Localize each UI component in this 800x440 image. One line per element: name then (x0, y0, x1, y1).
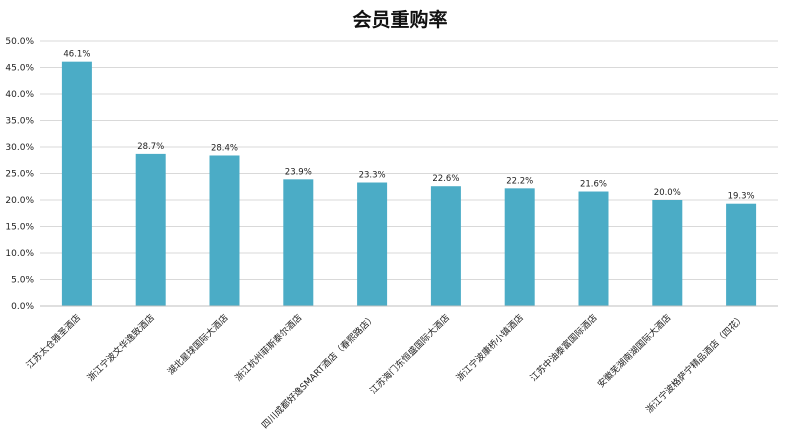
data-label: 21.6% (580, 180, 607, 190)
y-tick-label: 45.0% (5, 64, 34, 74)
data-label: 28.4% (211, 143, 238, 153)
data-labels: 46.1% 28.7% 28.4% 23.9% 23.3% 22.6% 22.2% 21.6%… (63, 50, 754, 202)
x-tick-label: 湖北星球国际大酒店 (165, 312, 231, 378)
y-tick-label: 15.0% (5, 223, 34, 233)
y-tick-label: 30.0% (5, 143, 34, 153)
bar (726, 203, 757, 306)
data-label: 23.3% (359, 171, 386, 181)
bar (61, 61, 92, 306)
data-label: 28.7% (137, 142, 164, 152)
y-tick-label: 20.0% (5, 196, 34, 206)
x-tick-label: 浙江宁波文华逸致酒店 (85, 312, 157, 384)
data-label: 19.3% (728, 192, 755, 202)
y-tick-label: 25.0% (5, 170, 34, 180)
x-axis: 江苏太仓雅圣酒店 浙江宁波文华逸致酒店 湖北星球国际大酒店 浙江杭州菲斯泰尔酒店四川成… (24, 305, 778, 431)
bar (135, 153, 166, 306)
data-label: 20.0% (654, 188, 681, 198)
bar (283, 179, 314, 306)
y-tick-label: 0.0% (11, 302, 34, 312)
bars (61, 61, 757, 306)
x-tick-label: 四川成都好逸SMART酒店（春熙路店） (259, 312, 378, 431)
bar (578, 191, 609, 306)
x-tick-label: 江苏太仓雅圣酒店 (24, 312, 83, 371)
bar (652, 200, 683, 306)
x-tick-label: 安徽芜湖南湖国际大酒店 (595, 312, 673, 390)
x-tick-label: 江苏海门东恒盛国际大酒店 (367, 312, 452, 397)
y-tick-label: 10.0% (5, 249, 34, 259)
data-label: 46.1% (63, 50, 90, 60)
bar (209, 155, 240, 306)
y-tick-label: 35.0% (5, 117, 34, 127)
data-label: 23.9% (285, 167, 312, 177)
x-tick-label: 浙江杭州菲斯泰尔酒店 (232, 312, 304, 384)
y-tick-label: 40.0% (5, 90, 34, 100)
y-axis: 0.0% 5.0% 10.0% 15.0% 20.0% 25.0% 30.0% 35.0% 40… (5, 37, 34, 312)
bar (504, 188, 535, 306)
x-tick-label: 江苏中油泰富国际酒店 (527, 312, 599, 384)
data-label: 22.2% (506, 176, 533, 186)
y-tick-label: 5.0% (11, 276, 34, 286)
y-tick-label: 50.0% (5, 37, 34, 47)
x-tick-label: 浙江宁波康桥小镇酒店 (454, 312, 526, 384)
chart-title: 会员重购率 (352, 8, 447, 31)
data-label: 22.6% (432, 174, 459, 184)
bar (430, 186, 461, 306)
bar (357, 182, 388, 306)
